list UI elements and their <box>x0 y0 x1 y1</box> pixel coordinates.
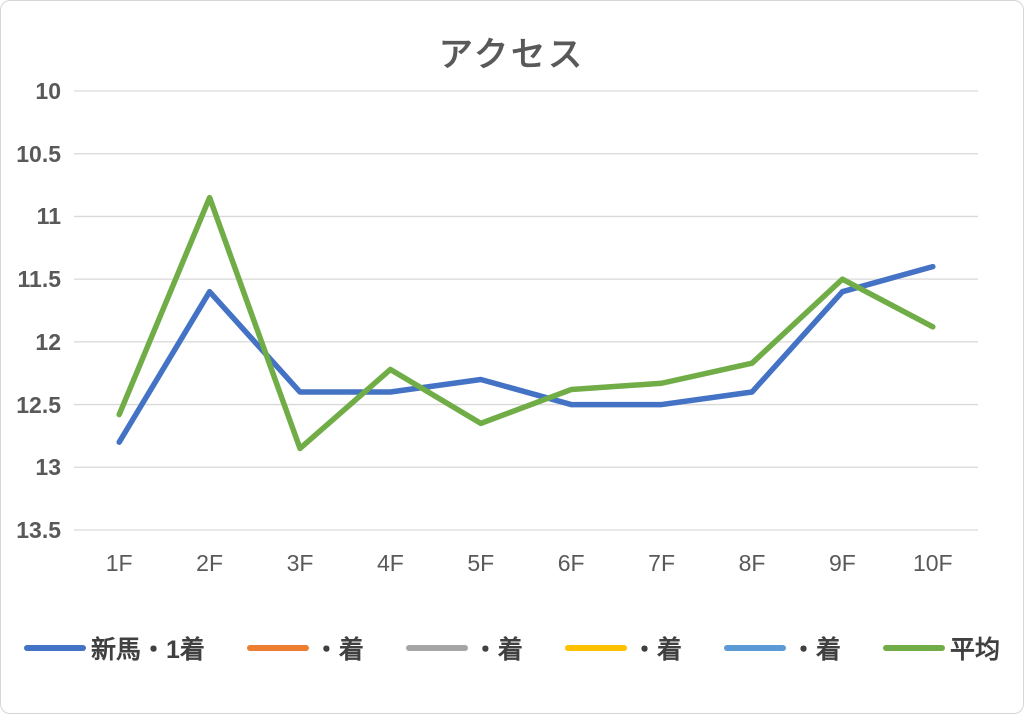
x-axis-tick-label: 3F <box>286 550 314 576</box>
legend-item-1: ・着 <box>246 630 364 666</box>
x-axis-tick-label: 2F <box>196 550 224 576</box>
x-axis-tick-label: 6F <box>557 550 585 576</box>
legend-item-2: ・着 <box>405 630 523 666</box>
legend-swatch-icon <box>24 645 86 651</box>
legend-label: 新馬・1着 <box>91 636 205 664</box>
legend-swatch-icon <box>564 645 627 651</box>
series-line-0 <box>116 263 936 445</box>
series-line-5 <box>116 194 936 452</box>
legend-item-0: 新馬・1着 <box>24 630 205 666</box>
x-axis-tick-label: 7F <box>648 550 676 576</box>
legend-item-5: 平均 <box>882 630 1000 666</box>
x-axis-tick-label: 4F <box>376 550 404 576</box>
x-axis-tick-label: 5F <box>467 550 495 576</box>
x-axis-tick-label: 9F <box>828 550 856 576</box>
legend-label: ・着 <box>313 636 364 664</box>
legend-label: ・着 <box>631 636 682 664</box>
legend-label: ・着 <box>790 636 841 664</box>
y-axis-tick-label: 13.5 <box>16 517 61 543</box>
legend: 新馬・1着 ・着 ・着 ・着 ・着 平均 <box>1 630 1023 666</box>
legend-label: ・着 <box>472 636 523 664</box>
legend-label: 平均 <box>949 636 1000 664</box>
x-axis-tick-label: 10F <box>912 550 953 576</box>
x-axis-tick-label: 1F <box>105 550 133 576</box>
y-axis-tick-label: 11 <box>36 203 61 230</box>
legend-swatch-icon <box>882 645 945 651</box>
y-axis-tick-label: 12.5 <box>16 391 61 418</box>
legend-item-3: ・着 <box>564 630 682 666</box>
legend-swatch-icon <box>723 645 786 651</box>
x-axis-tick-label: 8F <box>738 550 766 576</box>
y-axis-tick-label: 10.5 <box>16 140 61 167</box>
y-axis-tick-label: 13 <box>35 454 61 481</box>
y-axis-tick-label: 11.5 <box>17 266 62 293</box>
legend-swatch-icon <box>246 645 309 651</box>
legend-item-4: ・着 <box>723 630 841 666</box>
legend-swatch-icon <box>405 645 468 651</box>
chart-title: アクセス <box>438 36 586 74</box>
y-axis-tick-label: 12 <box>35 328 61 355</box>
y-axis-tick-label: 10 <box>35 78 61 104</box>
